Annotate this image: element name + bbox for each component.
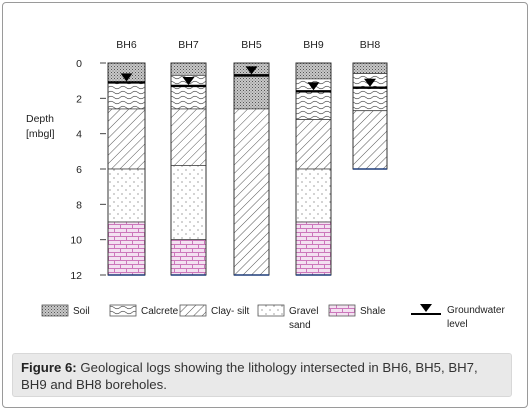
layer-soil [295, 62, 332, 80]
depth-tick-label: 4 [76, 129, 82, 141]
legend-item-gravel: Gravel sand [257, 304, 318, 331]
legend-label: Gravel [289, 306, 318, 317]
legend-label: Calcrete [141, 306, 179, 317]
legend-item-clay: Clay- silt [179, 304, 250, 317]
layer-clay [233, 108, 270, 276]
layer-calcrete [107, 82, 146, 110]
depth-tick-label: 6 [76, 164, 82, 176]
legend-label: Clay- silt [211, 306, 250, 317]
legend-swatch [257, 304, 285, 317]
borehole-name: BH7 [178, 39, 199, 51]
legend-item-shale: Shale [328, 304, 386, 317]
layer-clay [170, 108, 207, 166]
depth-axis-label: Depth [26, 113, 54, 125]
borehole-diagram: Depth [mbgl] 0 2 4 6 8 10 12 BH6 BH7 BH5 BH9 BH8 Soi… [26, 39, 505, 331]
legend-swatch [109, 304, 137, 317]
layer-clay [295, 119, 332, 170]
groundwater-marker [182, 76, 195, 85]
depth-tick-label: 10 [70, 235, 82, 247]
borehole-name: BH9 [303, 39, 324, 51]
legend-label-line2: sand [289, 320, 311, 331]
legend-swatch [328, 304, 356, 317]
caption-text: Geological logs showing the lithology in… [21, 360, 478, 392]
depth-tick-label: 0 [76, 58, 82, 70]
layer-gravel [107, 168, 146, 223]
depth-axis: Depth [mbgl] 0 2 4 6 8 10 12 [26, 58, 106, 282]
depth-tick-label: 12 [70, 270, 82, 282]
depth-tick-label: 2 [76, 93, 82, 105]
caption-prefix: Figure 6: [21, 360, 77, 375]
borehole-name: BH6 [116, 39, 137, 51]
legend-item-groundwater: Groundwater level [411, 304, 505, 330]
depth-tick-label: 8 [76, 199, 82, 211]
layer-clay [107, 108, 146, 170]
legend-groundwater-marker [420, 304, 432, 312]
legend-label-line2: level [447, 319, 468, 330]
borehole-name: BH8 [360, 39, 381, 51]
layer-gravel [170, 165, 207, 241]
layer-soil [170, 62, 207, 76]
figure-caption: Figure 6: Geological logs showing the li… [12, 353, 512, 397]
layer-shale [170, 239, 207, 276]
legend: Soil Calcrete Clay- silt Gravel sand Shale Gro… [41, 304, 505, 331]
layer-shale [107, 221, 146, 276]
layer-clay [352, 110, 388, 170]
groundwater-marker [307, 82, 320, 91]
borehole-bh9: BH9 [295, 39, 332, 276]
legend-swatch [179, 304, 207, 317]
borehole-columns: BH6 BH7 BH5 BH9 BH8 [107, 39, 388, 276]
legend-label: Groundwater [447, 305, 505, 316]
legend-label: Soil [73, 306, 90, 317]
legend-label: Shale [360, 306, 386, 317]
legend-item-calcrete: Calcrete [109, 304, 179, 317]
legend-item-soil: Soil [41, 304, 90, 317]
borehole-bh5: BH5 [233, 39, 270, 276]
borehole-bh7: BH7 [170, 39, 207, 276]
depth-axis-unit: [mbgl] [26, 128, 55, 140]
borehole-bh8: BH8 [352, 39, 388, 170]
legend-swatch [41, 304, 69, 317]
borehole-name: BH5 [241, 39, 262, 51]
groundwater-marker [120, 73, 133, 82]
layer-soil [352, 62, 388, 74]
groundwater-marker [245, 66, 258, 75]
groundwater-marker [364, 78, 376, 87]
borehole-bh6: BH6 [107, 39, 146, 276]
layer-shale [295, 221, 332, 276]
layer-gravel [295, 168, 332, 223]
